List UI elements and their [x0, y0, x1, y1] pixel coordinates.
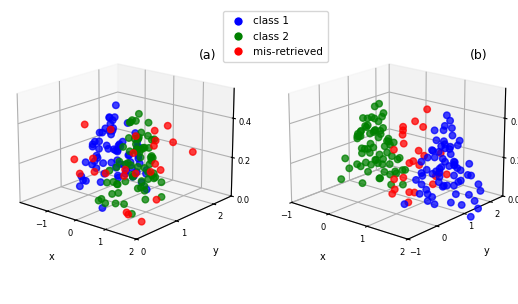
X-axis label: x: x	[320, 252, 325, 262]
Text: (a): (a)	[199, 49, 217, 62]
Legend: class 1, class 2, mis-retrieved: class 1, class 2, mis-retrieved	[223, 11, 328, 62]
Text: (b): (b)	[470, 49, 488, 62]
Y-axis label: y: y	[212, 247, 218, 257]
Y-axis label: y: y	[484, 247, 490, 257]
X-axis label: x: x	[48, 252, 54, 262]
